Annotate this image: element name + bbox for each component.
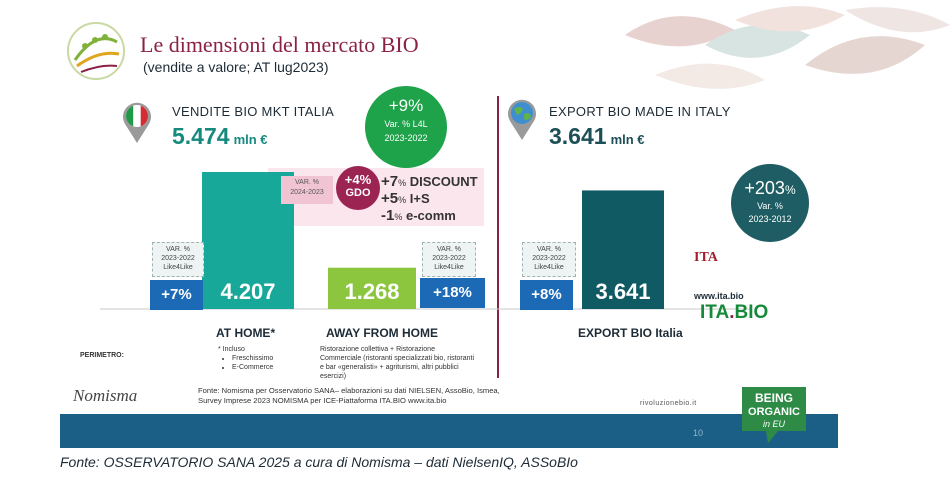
- source-note: Fonte: Nomisma per Osservatorio SANA– el…: [198, 386, 500, 405]
- italy-variation-badge: +9% Var. % L4L 2023-2022: [365, 86, 447, 168]
- bar-at-home: [202, 172, 294, 309]
- export-variation-pct: %: [784, 183, 796, 197]
- export-number: 3.641: [549, 123, 607, 149]
- export-label: EXPORT BIO MADE IN ITALY: [549, 104, 731, 119]
- footer-band: [60, 414, 838, 448]
- export-var-box: VAR. % 2023-2022 Like4Like: [522, 242, 576, 277]
- italy-variation-value: +9%: [388, 96, 424, 115]
- gdo-label: GDO: [345, 187, 371, 199]
- export-variation-value: +203: [744, 178, 785, 198]
- home-var-box: VAR. % 2023-2022 Like4Like: [152, 242, 204, 277]
- page-number: 10: [693, 428, 704, 438]
- at-home-note-item: E-Commerce: [232, 363, 273, 372]
- italy-variation-label: Var. % L4L: [384, 119, 428, 129]
- italy-market-number: 5.474: [172, 123, 230, 149]
- home-var-value: +7%: [150, 280, 203, 310]
- svg-text:ORGANIC: ORGANIC: [748, 406, 800, 418]
- ita-bio-url: www.ita.bio: [694, 291, 744, 301]
- export-value: 3.641 mln €: [549, 123, 645, 150]
- italy-market-value: 5.474 mln €: [172, 123, 268, 150]
- market-bar-chart: 4.207 1.268 3.641: [100, 172, 750, 310]
- globe-pin-icon: [508, 99, 536, 140]
- gdo-var-period: 2024-2023: [290, 189, 324, 196]
- bar-away-from-home: [328, 267, 416, 309]
- category-label-away-from-home: AWAY FROM HOME: [326, 326, 439, 340]
- svg-text:BEING: BEING: [755, 391, 793, 405]
- page-subtitle: (vendite a valore; AT lug2023): [143, 59, 329, 75]
- away-from-home-notes: Ristorazione collettiva + Ristorazione C…: [320, 346, 475, 380]
- bar-export-value-label: 3.641: [595, 279, 650, 304]
- export-variation-label: Var. %: [757, 201, 783, 211]
- gdo-value: +4%: [344, 172, 372, 187]
- rivoluzione-bio-link[interactable]: rivoluzionebio.it: [640, 400, 697, 407]
- bottom-source-caption: Fonte: OSSERVATORIO SANA 2025 a cura di …: [60, 454, 578, 470]
- perimetro-label: PERIMETRO:: [80, 352, 124, 359]
- gdo-badge: +4% GDO: [336, 166, 380, 210]
- export-variation-badge: +203% Var. % 2023-2012: [731, 164, 809, 242]
- nomisma-logo: Nomisma: [73, 386, 138, 405]
- gdo-var-label: VAR. %: [295, 179, 319, 186]
- italy-market-label: VENDITE BIO MKT ITALIA: [172, 104, 335, 119]
- category-label-export: EXPORT BIO Italia: [578, 326, 683, 340]
- bar-export: [582, 190, 664, 309]
- gdo-channel-list: +7% DISCOUNT +5% I+S -1% e-comm: [381, 174, 478, 225]
- italy-market-unit: mln €: [233, 132, 268, 147]
- export-var-value: +8%: [520, 280, 573, 310]
- category-label-at-home: AT HOME*: [216, 326, 276, 340]
- svg-text:in EU: in EU: [763, 419, 786, 429]
- at-home-notes-head: * Incluso: [218, 346, 245, 353]
- gdo-variation-box: VAR. % 2024-2023: [281, 176, 333, 204]
- leaves-decoration: [625, 6, 950, 89]
- away-var-box: VAR. % 2023-2022 Like4Like: [422, 242, 476, 277]
- ita-logo: ITA: [694, 250, 718, 265]
- italy-variation-period: 2023-2022: [384, 133, 428, 143]
- gdo-item-ecomm: -1% e-comm: [381, 207, 456, 224]
- at-home-notes: * Incluso Freschissimo E-Commerce: [218, 345, 273, 372]
- section-divider: [497, 96, 499, 378]
- page-title: Le dimensioni del mercato BIO: [140, 32, 419, 57]
- away-var-value: +18%: [420, 278, 485, 308]
- export-variation-period: 2023-2012: [748, 214, 792, 224]
- italy-flag-pin-icon: [123, 102, 151, 143]
- ita-bio-logo: ITA.BIO: [700, 302, 769, 323]
- bar-at-home-value-label: 4.207: [220, 279, 275, 304]
- gdo-item-discount: +7% DISCOUNT: [381, 173, 478, 190]
- bar-away-from-home-value-label: 1.268: [344, 279, 399, 304]
- at-home-note-item: Freschissimo: [232, 354, 273, 363]
- being-organic-in-eu-logo: BEING ORGANIC in EU: [742, 387, 806, 443]
- gdo-item-is: +5% I+S: [381, 190, 430, 207]
- export-unit: mln €: [610, 132, 645, 147]
- bio-logo: [67, 22, 125, 80]
